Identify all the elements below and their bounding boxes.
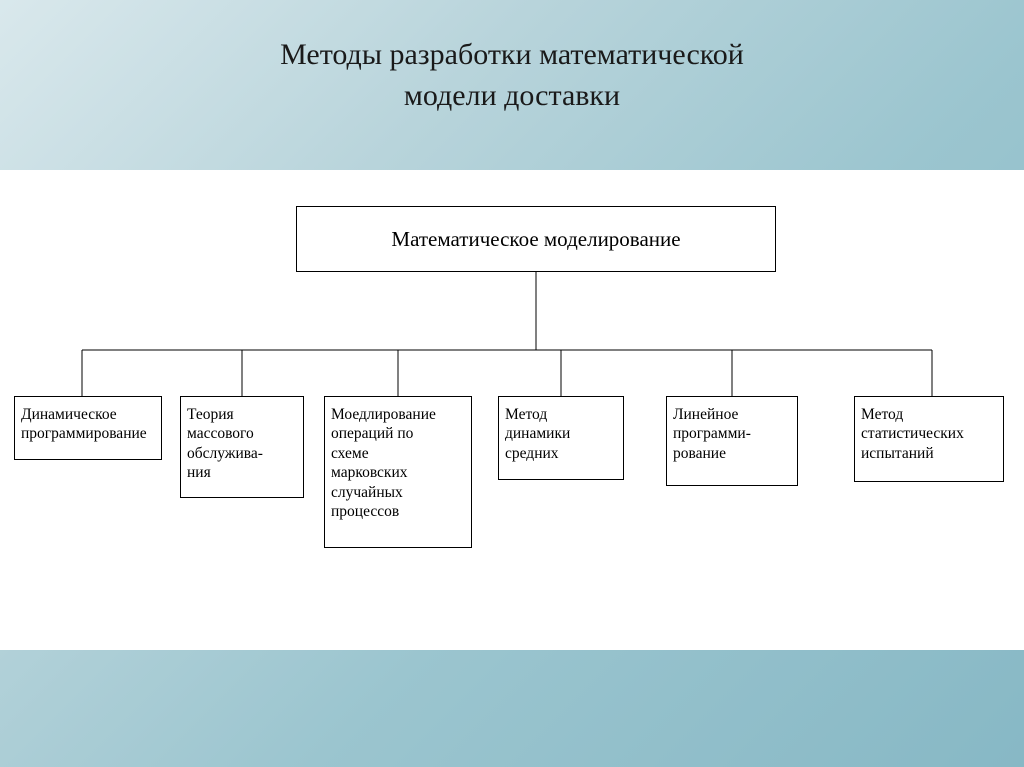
title-line-1: Методы разработки математической xyxy=(0,35,1024,76)
child-node-label-line: испытаний xyxy=(861,444,997,463)
child-node-label-line: Линейное xyxy=(673,405,791,424)
child-node-label-line: Моедлирование xyxy=(331,405,465,424)
child-node-label-line: операций по xyxy=(331,424,465,443)
child-node-label-line: марковских xyxy=(331,463,465,482)
child-node-label-line: Метод xyxy=(505,405,617,424)
child-node-label-line: средних xyxy=(505,444,617,463)
diagram-panel: Математическое моделирование Динамическо… xyxy=(0,170,1024,650)
child-node-label-line: обслужива- xyxy=(187,444,297,463)
child-node-label-line: ния xyxy=(187,463,297,482)
child-node-label-line: программи- xyxy=(673,424,791,443)
child-node-c4: Методдинамикисредних xyxy=(498,396,624,480)
root-node: Математическое моделирование xyxy=(296,206,776,272)
child-node-c6: Методстатистическихиспытаний xyxy=(854,396,1004,482)
child-node-label-line: массового xyxy=(187,424,297,443)
child-node-label-line: Динамическое xyxy=(21,405,155,424)
child-node-label-line: процессов xyxy=(331,502,465,521)
slide-title: Методы разработки математической модели … xyxy=(0,0,1024,116)
title-line-2: модели доставки xyxy=(0,76,1024,117)
child-node-label-line: динамики xyxy=(505,424,617,443)
child-node-label-line: Теория xyxy=(187,405,297,424)
root-node-label: Математическое моделирование xyxy=(391,227,680,252)
child-node-label-line: случайных xyxy=(331,483,465,502)
child-node-label-line: схеме xyxy=(331,444,465,463)
child-node-label-line: программирование xyxy=(21,424,155,443)
child-node-c5: Линейноепрограмми-рование xyxy=(666,396,798,486)
child-node-c2: Теориямассовогообслужива-ния xyxy=(180,396,304,498)
child-node-label-line: рование xyxy=(673,444,791,463)
child-node-label-line: Метод xyxy=(861,405,997,424)
child-node-c1: Динамическоепрограммирование xyxy=(14,396,162,460)
child-node-c3: Моедлированиеопераций посхемемарковскихс… xyxy=(324,396,472,548)
child-node-label-line: статистических xyxy=(861,424,997,443)
